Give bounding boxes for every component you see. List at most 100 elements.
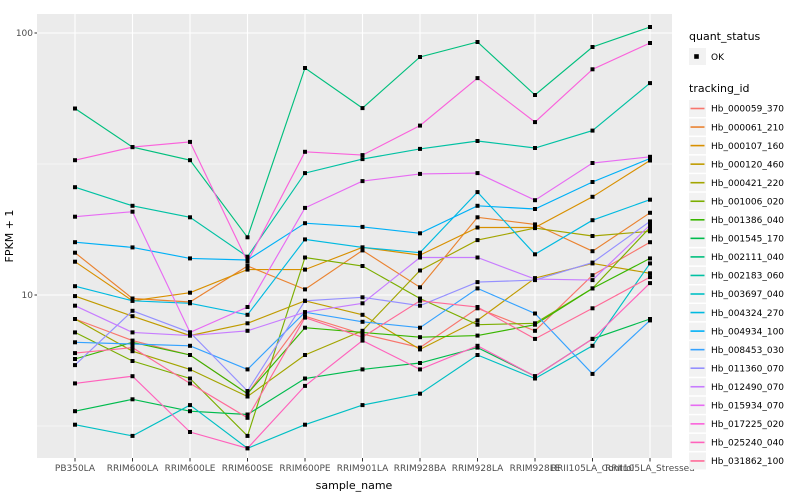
data-point <box>188 403 192 408</box>
data-point <box>73 303 77 308</box>
legend-item-Hb_001386_040: Hb_001386_040 <box>689 211 784 229</box>
data-point <box>303 205 307 210</box>
data-point <box>303 237 307 242</box>
data-point <box>130 298 135 303</box>
data-point <box>418 171 422 176</box>
data-point <box>303 267 307 272</box>
data-point <box>73 409 77 414</box>
data-point <box>418 231 422 236</box>
series-points-Hb_017225_020 <box>73 41 652 264</box>
legend-tracking-id-title: tracking_id <box>689 82 750 95</box>
data-point <box>475 318 480 323</box>
legend-item-Hb_004934_100: Hb_004934_100 <box>689 322 784 340</box>
legend-item-label: Hb_000059_370 <box>711 105 784 115</box>
data-point <box>533 277 537 282</box>
data-point <box>188 215 192 220</box>
data-point <box>245 312 250 317</box>
data-point <box>360 403 365 408</box>
data-point <box>648 229 652 234</box>
legend-tracking-items: Hb_000059_370 Hb_000061_210 Hb_000107_160 H… <box>689 100 784 470</box>
data-point <box>533 336 537 341</box>
legend-item-label: Hb_003697_040 <box>711 290 784 300</box>
x-tick-label: RRIM928LA <box>452 464 504 474</box>
data-point <box>360 106 365 111</box>
data-point <box>648 261 652 266</box>
data-point <box>73 106 77 111</box>
data-point <box>418 296 422 301</box>
data-point <box>475 280 480 285</box>
data-point <box>648 154 652 159</box>
series-points-Hb_004324_270 <box>73 190 652 317</box>
data-point <box>303 383 307 388</box>
data-point <box>245 321 250 326</box>
data-point <box>418 55 422 59</box>
data-point <box>360 295 365 300</box>
legend-item-Hb_000120_460: Hb_000120_460 <box>689 155 784 173</box>
data-point <box>418 253 422 258</box>
data-point <box>188 256 192 261</box>
data-point <box>188 333 192 338</box>
data-point <box>188 381 192 386</box>
data-point <box>360 367 365 372</box>
data-point <box>590 260 595 265</box>
data-point <box>130 342 135 346</box>
data-point <box>245 367 250 372</box>
data-point <box>648 219 652 224</box>
data-point <box>360 153 365 158</box>
data-point <box>475 353 480 357</box>
data-point <box>360 335 365 340</box>
data-point <box>475 171 480 176</box>
legend-item-Hb_001545_170: Hb_001545_170 <box>689 229 784 247</box>
data-point <box>533 120 537 125</box>
data-point <box>533 93 537 97</box>
data-point <box>590 128 595 133</box>
data-point <box>245 264 250 268</box>
data-point <box>590 306 595 311</box>
data-point <box>360 301 365 306</box>
data-point <box>418 367 422 372</box>
data-point <box>533 222 537 227</box>
legend-item-Hb_000061_210: Hb_000061_210 <box>689 118 784 136</box>
data-point <box>188 139 192 144</box>
data-point <box>130 374 135 379</box>
data-point <box>130 203 135 208</box>
series-points-Hb_031862_100 <box>73 275 652 420</box>
data-point <box>475 225 480 230</box>
data-point <box>418 123 422 128</box>
data-point <box>245 267 250 272</box>
data-point <box>648 318 652 323</box>
legend-item-label: Hb_001386_040 <box>711 216 784 226</box>
data-points <box>73 25 652 451</box>
data-point <box>245 259 250 264</box>
data-point <box>245 389 250 393</box>
data-point <box>245 391 250 396</box>
data-point <box>73 330 77 335</box>
data-point <box>533 252 537 257</box>
data-point <box>303 66 307 70</box>
data-point <box>130 308 135 313</box>
legend-item-Hb_017225_020: Hb_017225_020 <box>689 415 784 433</box>
data-point <box>303 376 307 381</box>
data-point <box>475 286 480 291</box>
data-point <box>533 311 537 316</box>
data-point <box>590 249 595 254</box>
data-point <box>418 250 422 255</box>
data-point <box>360 224 365 229</box>
legend-item-label: Hb_001545_170 <box>711 235 784 245</box>
legend-item-Hb_001006_020: Hb_001006_020 <box>689 192 784 210</box>
data-point <box>590 273 595 278</box>
data-point <box>533 146 537 150</box>
data-point <box>245 446 250 451</box>
legend-item-Hb_015934_070: Hb_015934_070 <box>689 396 784 414</box>
data-point <box>418 347 422 352</box>
legend-item-Hb_002183_060: Hb_002183_060 <box>689 266 784 284</box>
legend-item-label: Hb_004934_100 <box>711 327 784 337</box>
data-point <box>73 214 77 219</box>
data-point <box>360 248 365 253</box>
legend-item-label: Hb_000421_220 <box>711 179 784 189</box>
data-point <box>130 397 135 402</box>
data-point <box>360 179 365 184</box>
data-point <box>73 317 77 321</box>
data-point <box>590 45 595 49</box>
data-point <box>590 286 595 291</box>
